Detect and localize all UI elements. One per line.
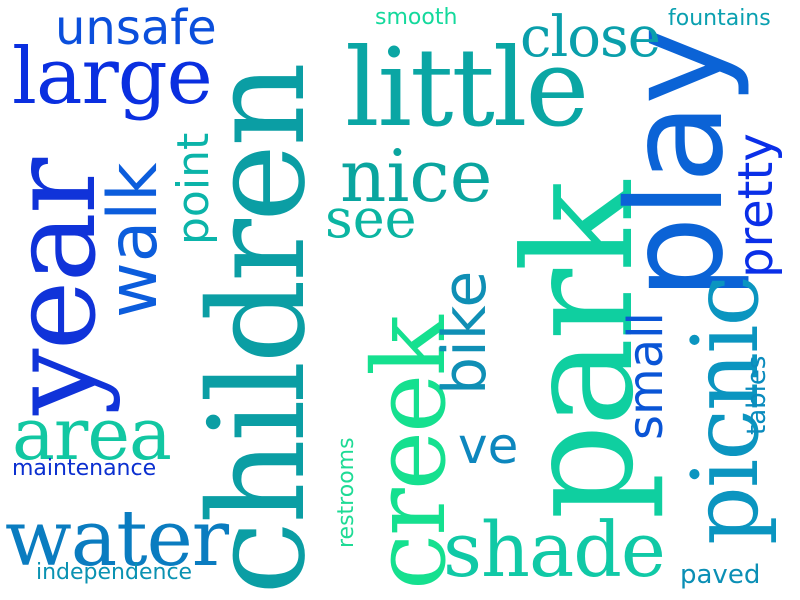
word-restrooms: restrooms [334,437,359,548]
word-water: water [5,494,229,584]
word-close: close [520,5,661,70]
word-paved: paved [680,560,761,590]
word-fountains: fountains [668,6,771,31]
word-independence: independence [36,560,193,585]
word-walk: walk [94,162,173,318]
word-bike: bike [430,270,500,395]
word-maintenance: maintenance [12,456,157,481]
word-see: see [325,187,417,250]
word-large: large [12,32,213,122]
word-unsafe: unsafe [55,0,217,56]
word-smooth: smooth [375,5,458,30]
word-little: little [345,26,589,151]
word-shade: shade [443,505,666,594]
word-tables: tables [742,355,772,435]
word-nice: nice [340,134,493,218]
word-point: point [168,132,219,245]
word-pretty: pretty [728,133,784,278]
word-small: small [618,312,674,440]
word-ve: ve [458,417,519,475]
word-area: area [12,392,172,476]
